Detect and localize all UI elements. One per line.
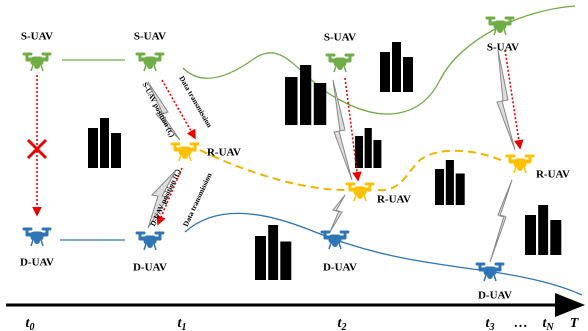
d-trajectory (185, 213, 582, 295)
node-label: S-UAV (324, 32, 356, 44)
time-tick: … (514, 316, 528, 331)
annotation: Data transmission (177, 74, 214, 130)
tick-sub: 3 (488, 322, 494, 331)
time-tick: t1 (178, 316, 187, 331)
node-label: D-UAV (20, 257, 54, 269)
node-label: R-UAV (536, 169, 570, 181)
node-label: R-UAV (377, 194, 411, 206)
tick-sub: 2 (340, 322, 346, 331)
node-label: S-UAV (487, 42, 519, 54)
node-label: S-UAV (134, 31, 166, 43)
tick-main: … (514, 316, 528, 331)
tick-sub: 1 (181, 322, 186, 331)
time-tick: t3 (486, 316, 495, 331)
tick-sub: N (545, 322, 554, 331)
diagram: S-UAV S-UAV S-UAV S-UAV R-UAV R-UAV R-UA… (0, 0, 588, 331)
annotation: S-UAV position (t₁) (140, 81, 177, 139)
s-trajectory (183, 6, 575, 114)
annotation: D-UAV position (t₁) (148, 167, 183, 227)
time-end: T (570, 316, 580, 331)
node-label: D-UAV (323, 262, 357, 274)
buildings (88, 42, 561, 280)
time-tick: tN (542, 316, 554, 331)
signals (148, 50, 515, 262)
node-label: D-UAV (133, 262, 167, 274)
time-tick: t0 (26, 316, 35, 331)
tick-sub: 0 (29, 322, 34, 331)
node-label: S-UAV (21, 31, 53, 43)
node-label: D-UAV (478, 290, 512, 302)
node-label: R-UAV (207, 147, 241, 159)
annotation: Data transmission (181, 171, 214, 228)
time-tick: t2 (338, 316, 347, 331)
